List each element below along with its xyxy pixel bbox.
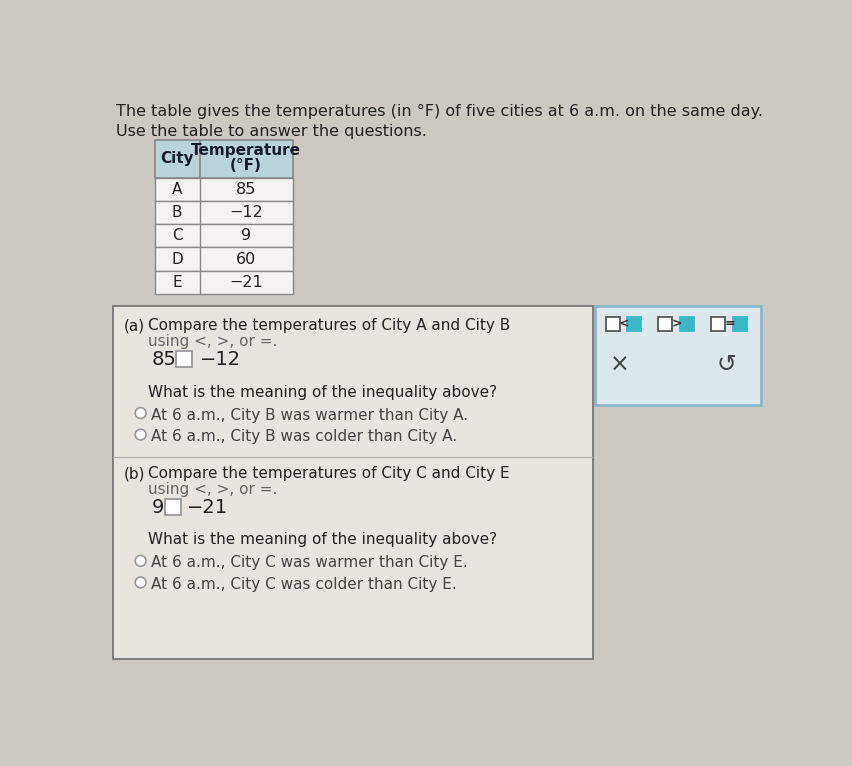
Text: −21: −21 [187, 498, 228, 517]
Bar [680, 317, 694, 331]
Circle shape [135, 577, 146, 588]
Circle shape [135, 555, 146, 566]
Text: 60: 60 [236, 251, 256, 267]
Bar [112, 306, 593, 659]
Text: =: = [724, 317, 735, 330]
Text: −21: −21 [229, 274, 263, 290]
Text: Compare the temperatures of City C and City E: Compare the temperatures of City C and C… [148, 466, 510, 481]
Text: At 6 a.m., City B was warmer than City A.: At 6 a.m., City B was warmer than City A… [152, 408, 469, 423]
Text: 85: 85 [152, 350, 176, 369]
Bar [595, 306, 761, 404]
Bar [733, 317, 746, 331]
Text: using <, >, or =.: using <, >, or =. [148, 482, 278, 496]
Circle shape [135, 429, 146, 440]
Text: >: > [671, 317, 682, 330]
Text: What is the meaning of the inequality above?: What is the meaning of the inequality ab… [148, 532, 498, 548]
Text: −12: −12 [199, 350, 240, 369]
Text: Temperature: Temperature [191, 143, 301, 158]
Text: E: E [172, 274, 181, 290]
Text: 9: 9 [152, 498, 164, 517]
Text: (°F): (°F) [230, 159, 262, 173]
Text: D: D [171, 251, 183, 267]
Text: Use the table to answer the questions.: Use the table to answer the questions. [116, 124, 427, 139]
Text: ×: × [610, 352, 630, 377]
Text: B: B [172, 205, 182, 221]
Bar [154, 201, 292, 224]
Bar [154, 178, 292, 201]
Text: What is the meaning of the inequality above?: What is the meaning of the inequality ab… [148, 385, 498, 400]
Text: (a): (a) [124, 319, 145, 333]
Bar [659, 317, 672, 331]
Text: <: < [619, 317, 630, 330]
Bar [154, 270, 292, 293]
Text: (b): (b) [124, 466, 145, 481]
Bar [154, 139, 292, 178]
Text: ↺: ↺ [717, 352, 736, 377]
Bar [606, 317, 619, 331]
Bar [154, 247, 292, 270]
Text: Compare the temperatures of City A and City B: Compare the temperatures of City A and C… [148, 319, 510, 333]
Text: At 6 a.m., City B was colder than City A.: At 6 a.m., City B was colder than City A… [152, 429, 458, 444]
Bar [711, 317, 725, 331]
Text: At 6 a.m., City C was colder than City E.: At 6 a.m., City C was colder than City E… [152, 577, 458, 592]
Bar [154, 224, 292, 247]
Text: C: C [172, 228, 182, 244]
Text: At 6 a.m., City C was warmer than City E.: At 6 a.m., City C was warmer than City E… [152, 555, 469, 571]
Text: −12: −12 [229, 205, 263, 221]
Text: The table gives the temperatures (in °F) of five cities at 6 a.m. on the same da: The table gives the temperatures (in °F)… [116, 104, 763, 119]
Text: City: City [160, 152, 194, 166]
Circle shape [135, 408, 146, 418]
Bar [627, 317, 642, 331]
Bar [176, 352, 192, 367]
Bar [165, 499, 181, 515]
Text: A: A [172, 182, 182, 197]
Text: 85: 85 [236, 182, 256, 197]
Text: using <, >, or =.: using <, >, or =. [148, 334, 278, 349]
Text: 9: 9 [241, 228, 251, 244]
